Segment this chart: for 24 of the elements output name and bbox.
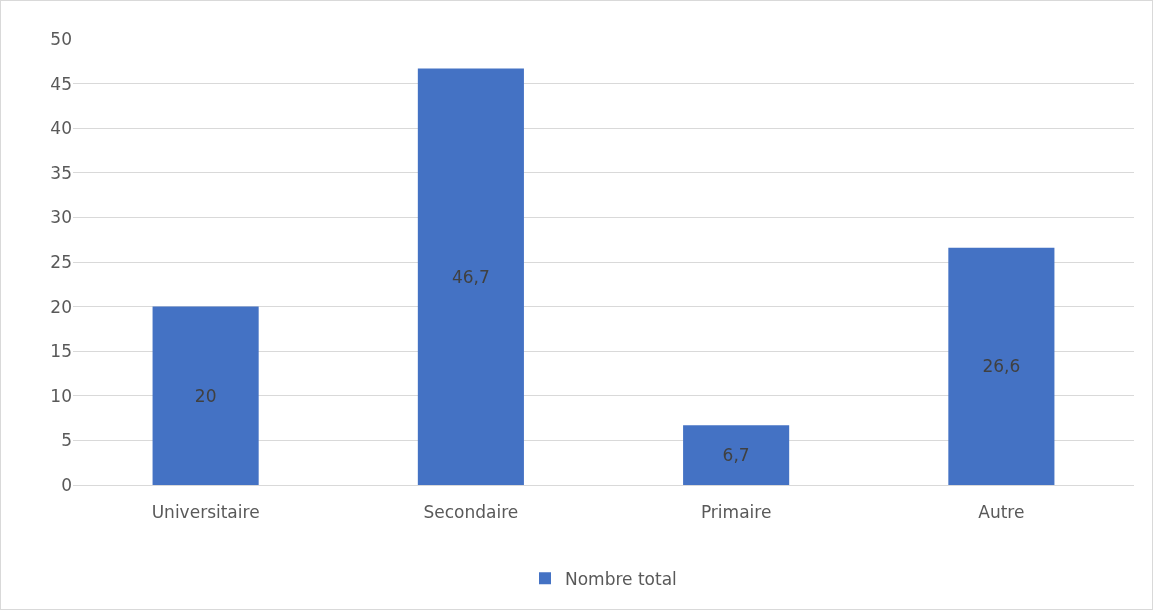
data-label: 20 <box>194 385 217 406</box>
y-tick-label: 20 <box>50 296 72 317</box>
y-tick-label: 10 <box>50 385 72 406</box>
y-tick-label: 25 <box>50 251 72 272</box>
bar <box>417 68 524 485</box>
bar <box>152 306 259 485</box>
bar <box>948 247 1055 485</box>
y-tick-label: 30 <box>50 207 72 228</box>
data-label: 6,7 <box>722 445 750 466</box>
y-tick-label: 40 <box>50 118 72 139</box>
data-label: 46,7 <box>451 266 490 287</box>
bar <box>683 425 790 485</box>
y-tick-label: 15 <box>50 341 72 362</box>
x-tick-label: Primaire <box>700 502 772 523</box>
x-tick-label: Autre <box>978 502 1025 523</box>
x-tick-label: Secondaire <box>423 502 519 523</box>
y-tick-label: 35 <box>50 162 72 183</box>
x-tick-label: Universitaire <box>151 502 260 523</box>
y-tick-label: 45 <box>50 73 72 94</box>
y-tick-label: 5 <box>61 430 72 451</box>
y-tick-label: 0 <box>61 474 72 495</box>
data-label: 26,6 <box>982 356 1021 377</box>
legend-label: Nombre total <box>565 569 677 589</box>
y-tick-label: 50 <box>50 28 72 49</box>
